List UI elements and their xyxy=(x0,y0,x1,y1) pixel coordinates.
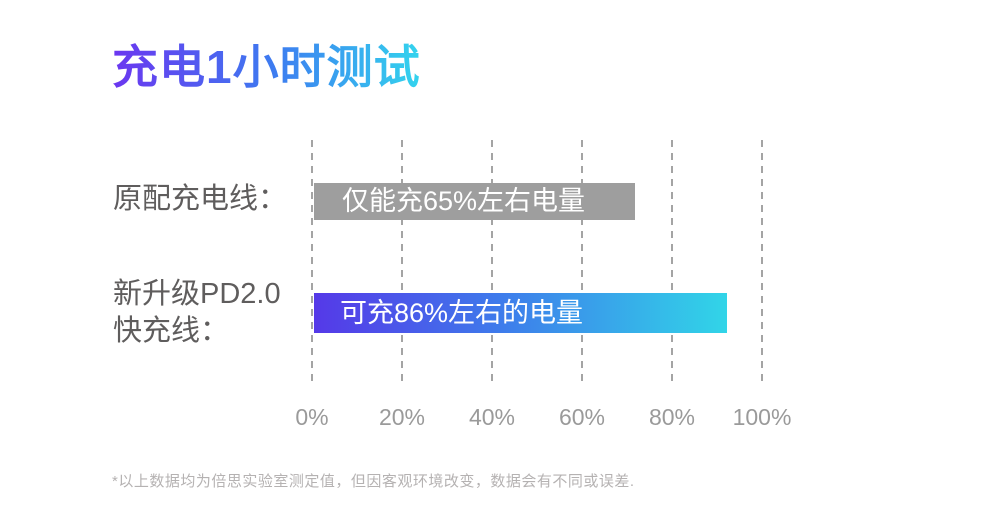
x-tick-label: 100% xyxy=(732,404,792,430)
x-tick-label: 40% xyxy=(468,404,516,430)
category-label-line: 原配充电线： xyxy=(113,183,288,215)
gridline xyxy=(311,140,313,387)
x-tick-label: 20% xyxy=(378,404,426,430)
gridline xyxy=(671,140,673,387)
category-label-line: 新升级PD2.0 xyxy=(113,278,281,310)
category-label-original-cable: 原配充电线： xyxy=(113,181,287,218)
bar-pd20-cable: 可充86%左右的电量 xyxy=(314,293,727,333)
bar-original-cable: 仅能充65%左右电量 xyxy=(314,183,635,220)
bar-value-label: 可充86%左右的电量 xyxy=(340,298,584,328)
x-tick-label: 0% xyxy=(295,404,329,430)
gridline xyxy=(581,140,583,387)
x-tick-label: 80% xyxy=(648,404,696,430)
bar-value-label: 仅能充65%左右电量 xyxy=(342,186,586,216)
chart-title: 充电1小时测试 xyxy=(112,41,421,93)
x-tick-label: 60% xyxy=(558,404,606,430)
x-axis: 0% 20% 40% 60% 80% 100% xyxy=(295,404,791,434)
category-label-line: 快充线： xyxy=(113,315,230,347)
gridline xyxy=(761,140,763,387)
footnote: *以上数据均为倍思实验室测定值，但因客观环境改变，数据会有不同或误差. xyxy=(112,473,635,490)
category-label-pd20-cable: 新升级PD2.0 快充线： xyxy=(113,276,281,350)
plot-area: 仅能充65%左右电量 可充86%左右的电量 xyxy=(311,140,763,387)
gridline xyxy=(401,140,403,387)
gridline xyxy=(491,140,493,387)
